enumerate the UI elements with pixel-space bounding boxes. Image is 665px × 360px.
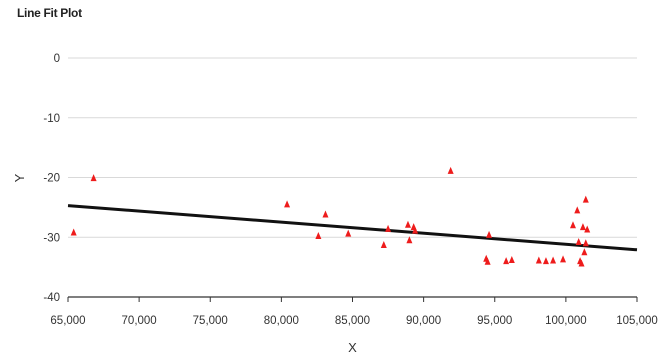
data-point <box>569 221 576 229</box>
data-point <box>385 224 392 232</box>
x-tick-label: 70,000 <box>122 315 157 327</box>
fit-line <box>67 204 638 252</box>
data-point <box>404 220 411 228</box>
fit-line-group <box>67 204 638 252</box>
data-point <box>503 257 510 265</box>
x-tick-label: 65,000 <box>50 315 85 327</box>
y-tick-label: -10 <box>43 113 60 125</box>
data-point <box>284 200 291 208</box>
data-point <box>345 229 352 237</box>
data-point <box>447 166 454 174</box>
x-tick-label: 75,000 <box>193 315 228 327</box>
y-axis-label: Y <box>12 173 27 182</box>
y-tick-label: -20 <box>43 173 60 185</box>
data-point <box>508 255 515 263</box>
data-point <box>484 257 491 265</box>
y-tick-label: -40 <box>43 292 60 304</box>
data-point <box>412 226 419 234</box>
data-points <box>70 166 591 267</box>
x-axis-label: X <box>348 340 357 355</box>
data-point <box>380 241 387 249</box>
data-point <box>584 225 591 233</box>
data-point <box>486 230 493 238</box>
data-point <box>578 259 585 267</box>
grid-lines <box>68 57 637 238</box>
x-tick-label: 80,000 <box>264 315 299 327</box>
data-point <box>550 256 557 264</box>
data-point <box>70 228 77 236</box>
data-point <box>542 257 549 265</box>
data-point <box>575 238 582 246</box>
data-point <box>322 210 329 218</box>
data-point <box>560 255 567 263</box>
data-point <box>90 174 97 182</box>
data-point <box>315 232 322 240</box>
y-tick-labels: 0 -10 -20 -30 -40 <box>43 53 60 304</box>
data-point <box>582 239 589 247</box>
data-point <box>582 195 589 203</box>
x-tick-label: 100,000 <box>545 315 587 327</box>
x-tick-label: 85,000 <box>335 315 370 327</box>
data-point <box>535 256 542 264</box>
x-tick-labels: 65,000 70,000 75,000 80,000 85,000 90,000 95,0… <box>50 297 658 327</box>
data-point <box>574 206 581 214</box>
y-tick-label: 0 <box>54 53 60 65</box>
data-point <box>579 223 586 231</box>
data-point <box>581 248 588 256</box>
data-point <box>406 236 413 244</box>
chart-title: Line Fit Plot <box>17 6 82 20</box>
x-tick-label: 95,000 <box>477 315 512 327</box>
x-tick-label: 90,000 <box>406 315 441 327</box>
y-tick-label: -30 <box>43 232 60 244</box>
x-tick-label: 105,000 <box>616 315 658 327</box>
